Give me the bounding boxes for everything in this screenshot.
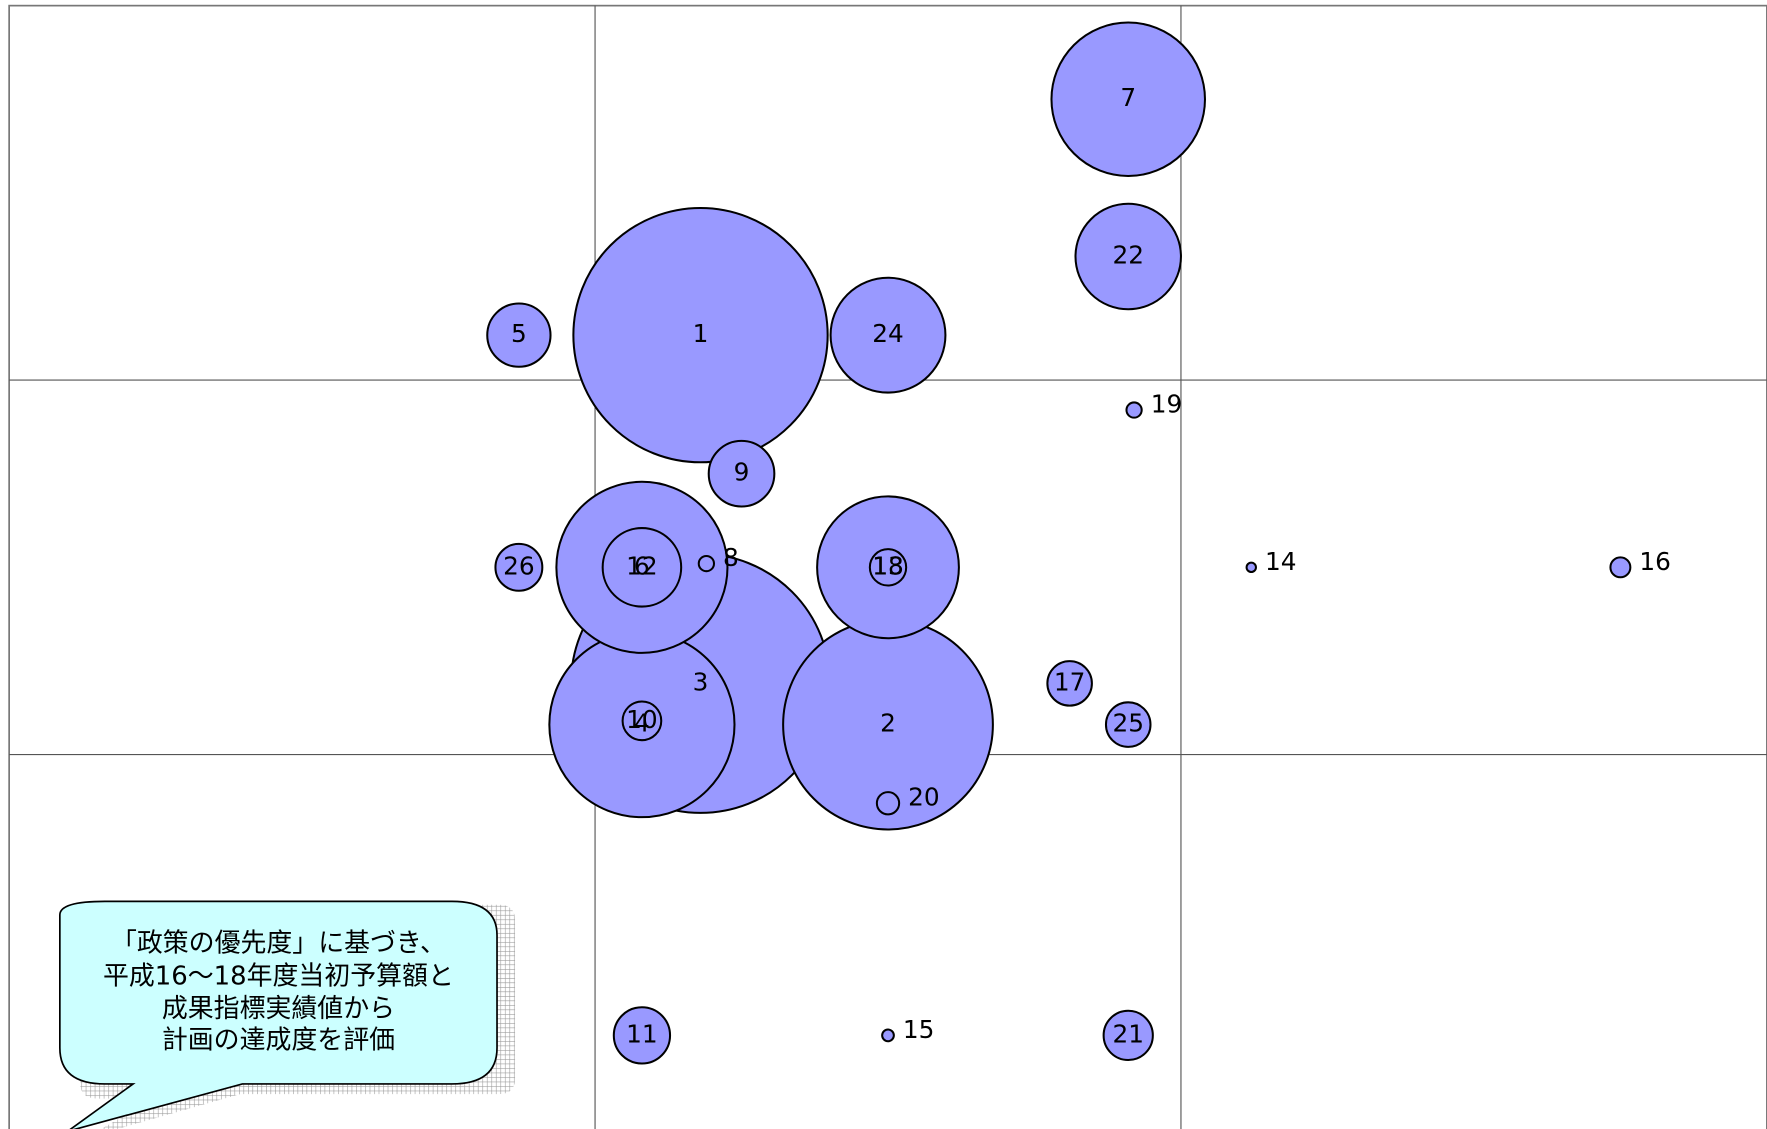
bubble-label: 1 — [693, 319, 709, 348]
bubble-label: 26 — [503, 551, 535, 580]
bubble — [1102, 1009, 1154, 1062]
bubble-label: 20 — [908, 783, 940, 812]
bubble — [1046, 660, 1093, 707]
bubble — [572, 206, 829, 464]
bubble-label: 3 — [693, 667, 709, 696]
bubble — [829, 276, 947, 394]
callout-line: 「政策の優先度」に基づき、 — [111, 929, 446, 959]
bubble — [601, 527, 683, 608]
bubble — [697, 554, 716, 573]
bubble — [494, 542, 544, 592]
bubble-label: 21 — [1112, 1019, 1144, 1048]
bubble — [875, 791, 901, 816]
callout-line: 成果指標実績値から — [162, 994, 395, 1024]
callout-line: 平成16～18年度当初予算額と — [103, 961, 454, 991]
bubble-label: 13 — [872, 551, 904, 580]
bubble-label: 15 — [903, 1015, 935, 1044]
bubble-label: 17 — [1054, 667, 1086, 696]
bubble — [621, 700, 663, 742]
bubble-label: 16 — [1639, 547, 1671, 576]
bubble-label: 2 — [880, 709, 896, 738]
bubble — [1050, 21, 1206, 178]
bubble-label: 18 — [872, 551, 904, 580]
bubble-label: 10 — [626, 705, 658, 734]
bubble-label: 22 — [1112, 241, 1144, 270]
bubble-label: 19 — [1151, 390, 1183, 419]
bubble-label: 8 — [723, 543, 739, 572]
callout-line: 計画の達成度を評価 — [162, 1026, 395, 1056]
bubble-label: 5 — [511, 319, 527, 348]
bubble — [707, 439, 776, 508]
bubble — [881, 1028, 895, 1043]
bubble-label: 6 — [634, 551, 650, 580]
bubble — [1245, 561, 1257, 574]
bubble — [1125, 401, 1143, 419]
bubble-label: 24 — [872, 319, 904, 348]
callout: 「政策の優先度」に基づき、 平成16～18年度当初予算額と 成果指標実績値から … — [59, 900, 516, 1129]
callout-box — [59, 900, 498, 1129]
bubble-label: 14 — [1265, 547, 1297, 576]
bubble-label: 9 — [734, 458, 750, 487]
bubble — [1074, 202, 1182, 311]
bubble — [868, 548, 908, 587]
bubble — [1104, 701, 1152, 748]
bubble-label: 11 — [626, 1019, 658, 1048]
bubble — [1609, 556, 1632, 579]
bubble-label: 12 — [626, 551, 658, 580]
bubble-label: 4 — [634, 709, 650, 738]
bubble-label: 7 — [1120, 83, 1136, 112]
bubble-label: 25 — [1112, 709, 1144, 738]
bubble — [612, 1006, 672, 1065]
bubble — [486, 302, 552, 368]
